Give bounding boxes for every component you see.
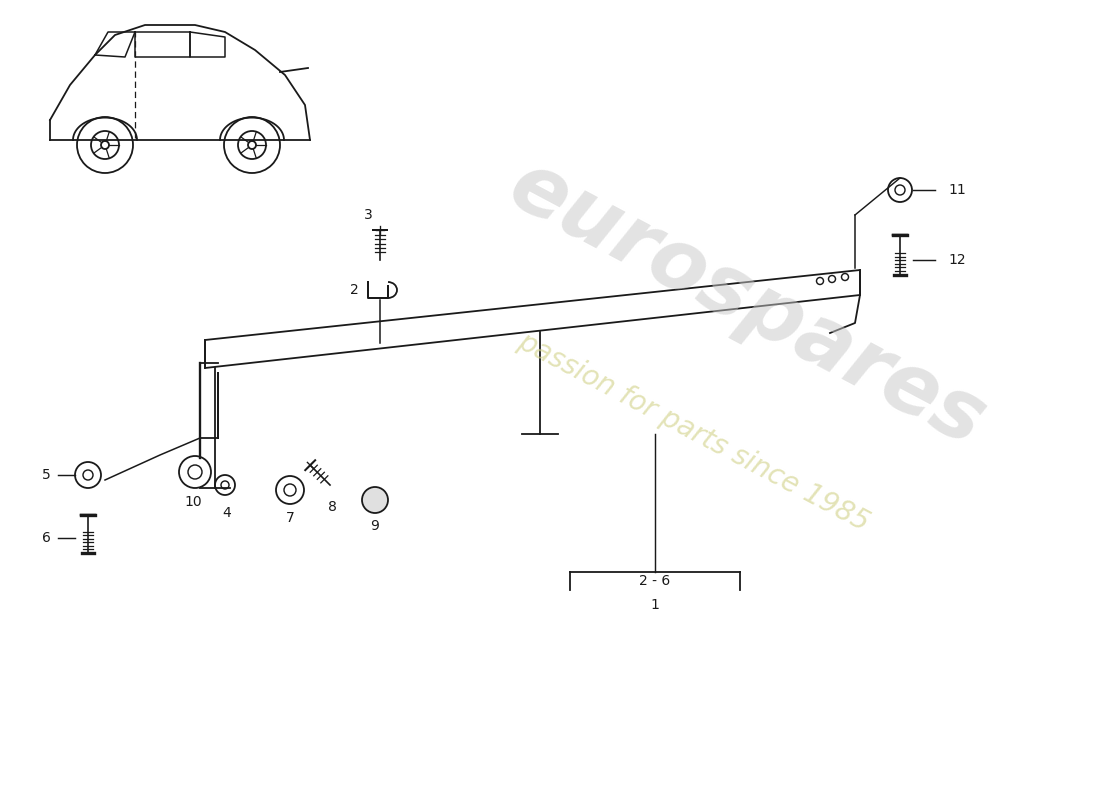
Text: 2: 2 <box>350 283 359 297</box>
Text: 3: 3 <box>364 208 373 222</box>
Text: 1: 1 <box>650 598 659 612</box>
Text: 12: 12 <box>948 253 966 267</box>
Text: 8: 8 <box>328 500 337 514</box>
Text: 7: 7 <box>286 511 295 525</box>
Text: 5: 5 <box>42 468 51 482</box>
Text: 11: 11 <box>948 183 966 197</box>
Text: 4: 4 <box>222 506 231 520</box>
Text: passion for parts since 1985: passion for parts since 1985 <box>513 327 873 537</box>
Text: 2 - 6: 2 - 6 <box>639 574 671 588</box>
Text: 6: 6 <box>42 531 51 545</box>
Text: 10: 10 <box>184 495 201 509</box>
Text: 9: 9 <box>371 519 380 533</box>
Text: eurospares: eurospares <box>496 145 1000 463</box>
Circle shape <box>362 487 388 513</box>
